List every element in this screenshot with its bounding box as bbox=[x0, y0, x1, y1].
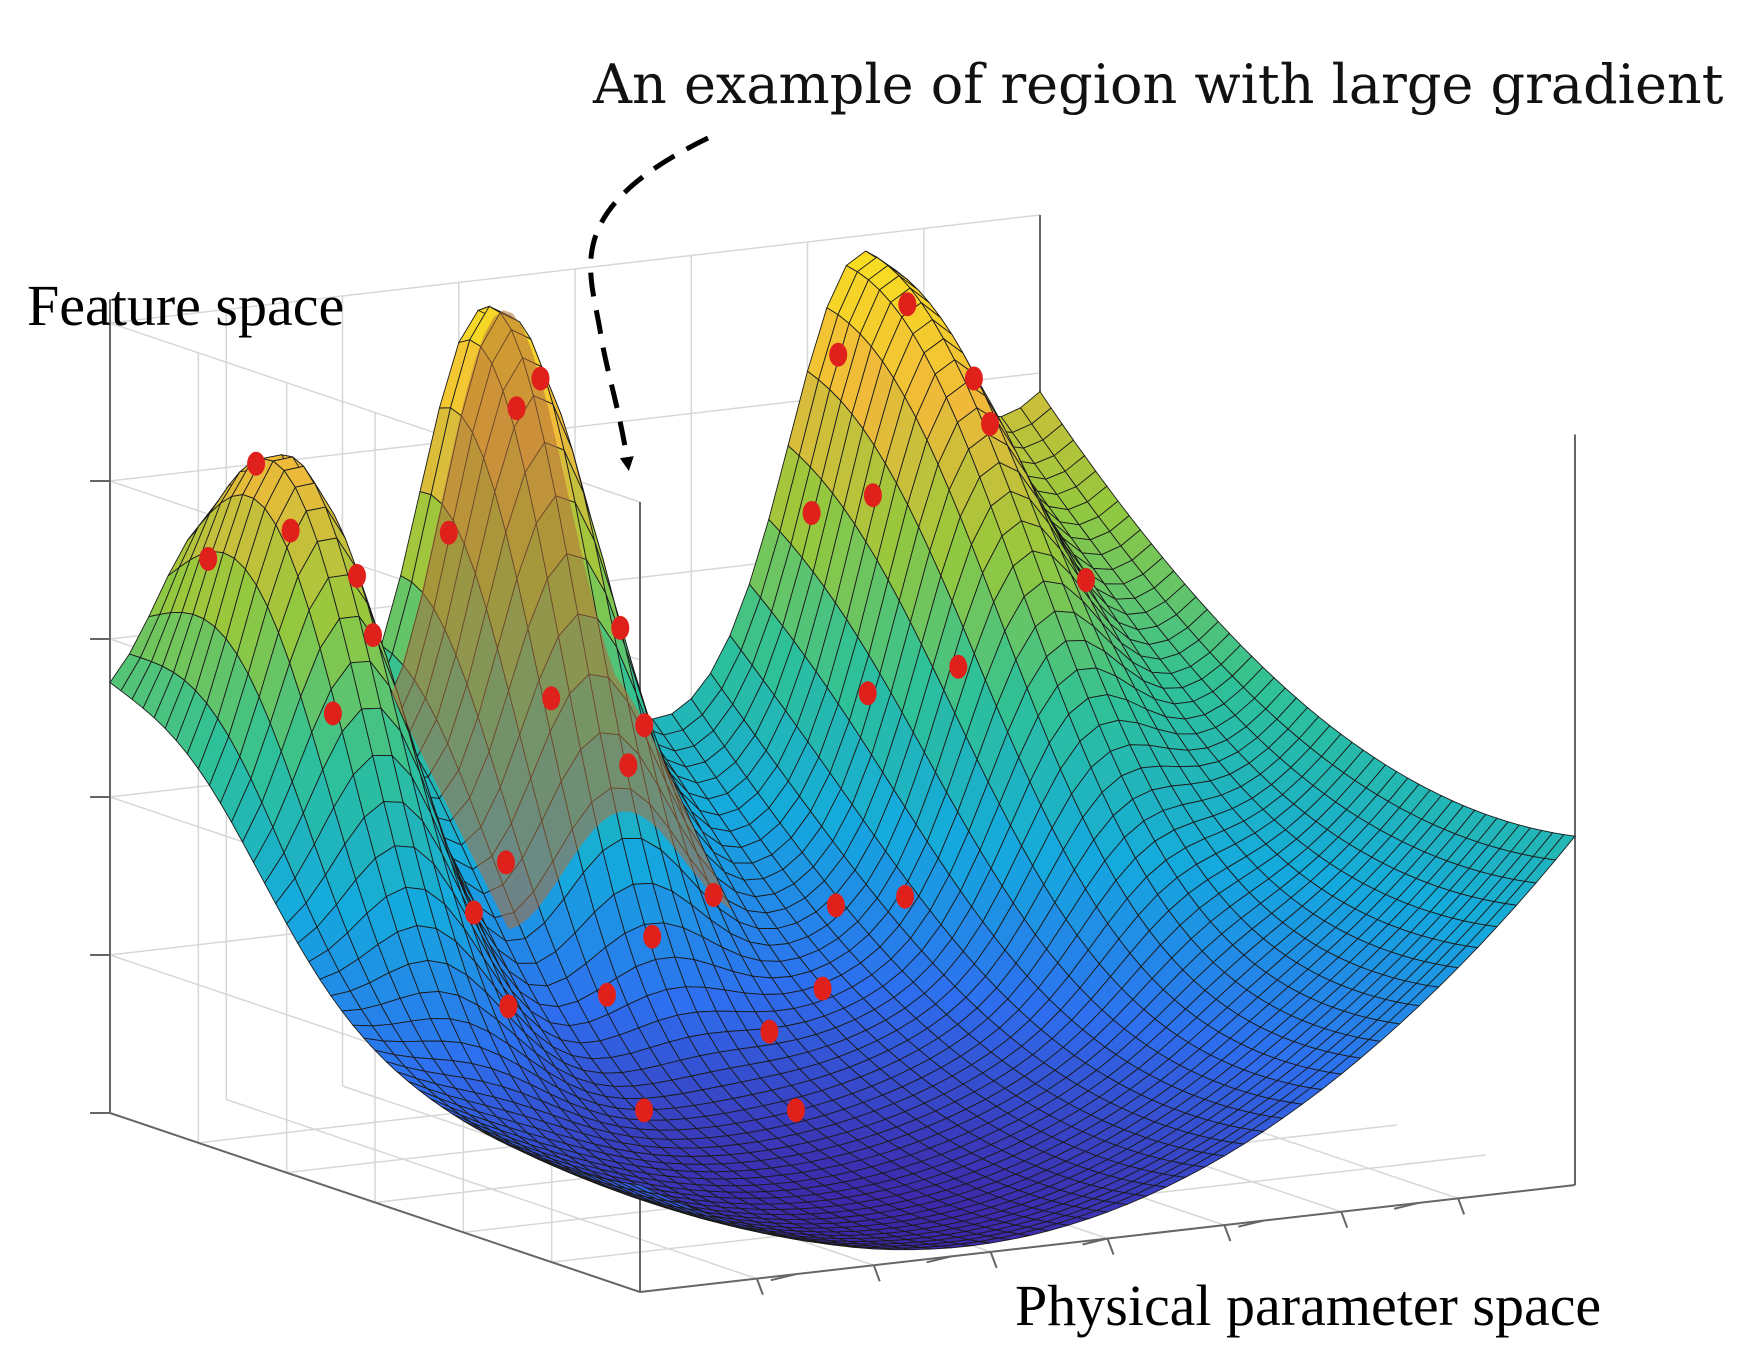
sample-point bbox=[199, 546, 218, 571]
sample-point bbox=[813, 976, 832, 1001]
sample-point bbox=[531, 366, 550, 391]
sample-point bbox=[348, 563, 366, 588]
sample-point bbox=[826, 893, 845, 918]
surface-mesh bbox=[109, 250, 1576, 1251]
sample-point bbox=[643, 924, 662, 949]
sample-point bbox=[323, 701, 342, 726]
sample-point bbox=[802, 501, 821, 525]
sample-point bbox=[949, 654, 968, 679]
z-axis-label: Feature space bbox=[27, 273, 344, 338]
sample-point bbox=[898, 292, 917, 317]
x-axis-label: Physical parameter space bbox=[1015, 1273, 1601, 1338]
surface-patch bbox=[1543, 834, 1576, 861]
sample-point bbox=[704, 883, 723, 907]
annotation-arrow bbox=[588, 135, 710, 471]
sample-point bbox=[760, 1019, 779, 1044]
sample-point bbox=[542, 686, 561, 711]
highlight-region-patch bbox=[391, 310, 733, 930]
sample-point bbox=[981, 411, 1000, 436]
sample-point bbox=[611, 615, 630, 640]
sample-point bbox=[635, 713, 654, 738]
sample-point bbox=[786, 1098, 805, 1123]
sample-point bbox=[1077, 568, 1095, 592]
sample-point bbox=[619, 753, 638, 778]
sample-point bbox=[896, 884, 915, 909]
large-gradient-region bbox=[391, 310, 733, 930]
sample-point bbox=[598, 982, 616, 1007]
sample-point bbox=[858, 681, 877, 706]
sample-point bbox=[439, 520, 458, 545]
sample-point bbox=[364, 623, 382, 648]
sample-point bbox=[863, 483, 882, 508]
sample-point bbox=[496, 850, 515, 875]
sample-point bbox=[507, 396, 526, 421]
sample-point bbox=[247, 451, 266, 476]
sample-point bbox=[464, 900, 483, 925]
sample-point bbox=[964, 366, 983, 391]
sample-points bbox=[199, 292, 1095, 1123]
annotation-label: An example of region with large gradient bbox=[592, 53, 1724, 116]
sample-point bbox=[635, 1098, 654, 1123]
sample-point bbox=[829, 342, 848, 367]
sample-point bbox=[281, 518, 300, 543]
sample-point bbox=[499, 994, 518, 1019]
